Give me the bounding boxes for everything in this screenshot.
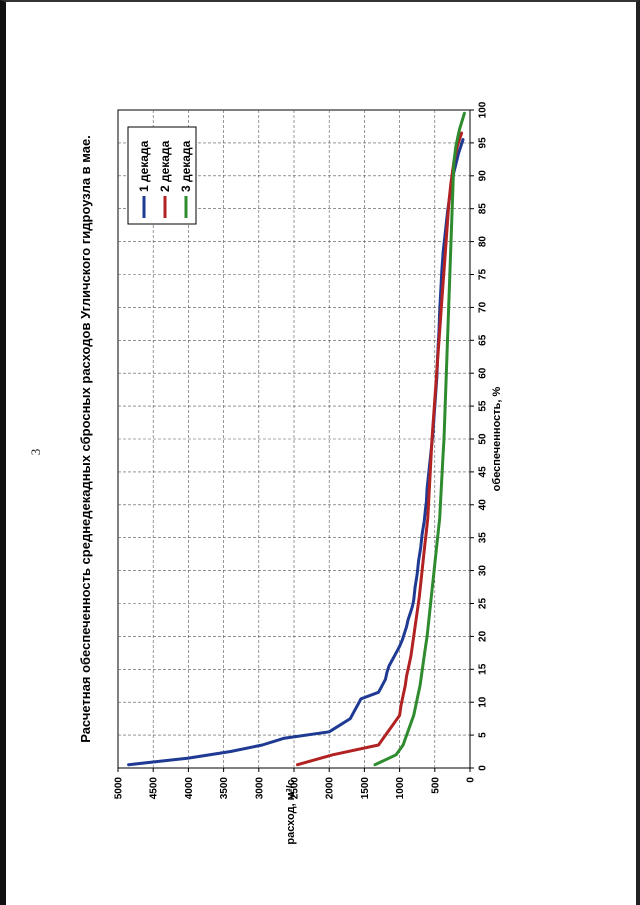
legend-label-1: 1 декада	[137, 140, 151, 192]
x-tick-label: 0	[478, 765, 489, 771]
x-tick-label: 65	[478, 334, 489, 346]
x-tick-label: 70	[478, 301, 489, 313]
x-axis-title: обеспеченность, %	[491, 386, 503, 491]
x-tick-label: 95	[478, 137, 489, 149]
y-axis-title: расход, м³/с	[285, 779, 297, 844]
x-tick-label: 15	[478, 663, 489, 675]
y-tick-label: 4000	[184, 777, 195, 800]
series-line-1	[127, 138, 465, 767]
series-line-3	[373, 111, 466, 767]
x-tick-label: 20	[478, 630, 489, 642]
y-tick-label: 2000	[325, 777, 336, 800]
x-tick-label: 55	[478, 400, 489, 412]
x-tick-label: 80	[478, 236, 489, 248]
x-tick-label: 35	[478, 532, 489, 544]
x-tick-label: 30	[478, 565, 489, 577]
y-tick-label: 500	[430, 777, 441, 794]
chart-title: Расчетная обеспеченность среднедекадных …	[78, 135, 93, 743]
legend-label-2: 2 декада	[158, 140, 172, 192]
x-tick-label: 90	[478, 170, 489, 182]
series-line-2	[296, 131, 464, 767]
y-tick-label: 3500	[219, 777, 230, 800]
x-tick-label: 75	[478, 269, 489, 281]
x-tick-label: 100	[478, 101, 489, 118]
y-tick-label: 1000	[395, 777, 406, 800]
y-tick-label: 3000	[254, 777, 265, 800]
x-tick-label: 85	[478, 203, 489, 215]
x-tick-label: 25	[478, 598, 489, 610]
legend-label-3: 3 декада	[179, 140, 193, 192]
y-tick-label: 1500	[360, 777, 371, 800]
tick-labels: 0 5 10 15 20 25 30 35 40 45 50 55 60 65 70 75 80 85 90 95 10…	[114, 101, 489, 799]
x-tick-label: 60	[478, 367, 489, 379]
x-tick-label: 45	[478, 466, 489, 478]
y-tick-label: 2500	[290, 777, 301, 800]
x-tick-label: 50	[478, 433, 489, 445]
x-tick-label: 40	[478, 499, 489, 511]
legend: 1 декада 2 декада 3 декада	[127, 126, 197, 225]
x-tick-label: 10	[478, 696, 489, 708]
grid	[117, 109, 474, 772]
y-tick-label: 0	[466, 777, 477, 783]
series-layer	[127, 111, 466, 767]
x-tick-label: 5	[478, 732, 489, 738]
y-tick-label: 5000	[114, 777, 125, 800]
y-tick-label: 4500	[149, 777, 160, 800]
